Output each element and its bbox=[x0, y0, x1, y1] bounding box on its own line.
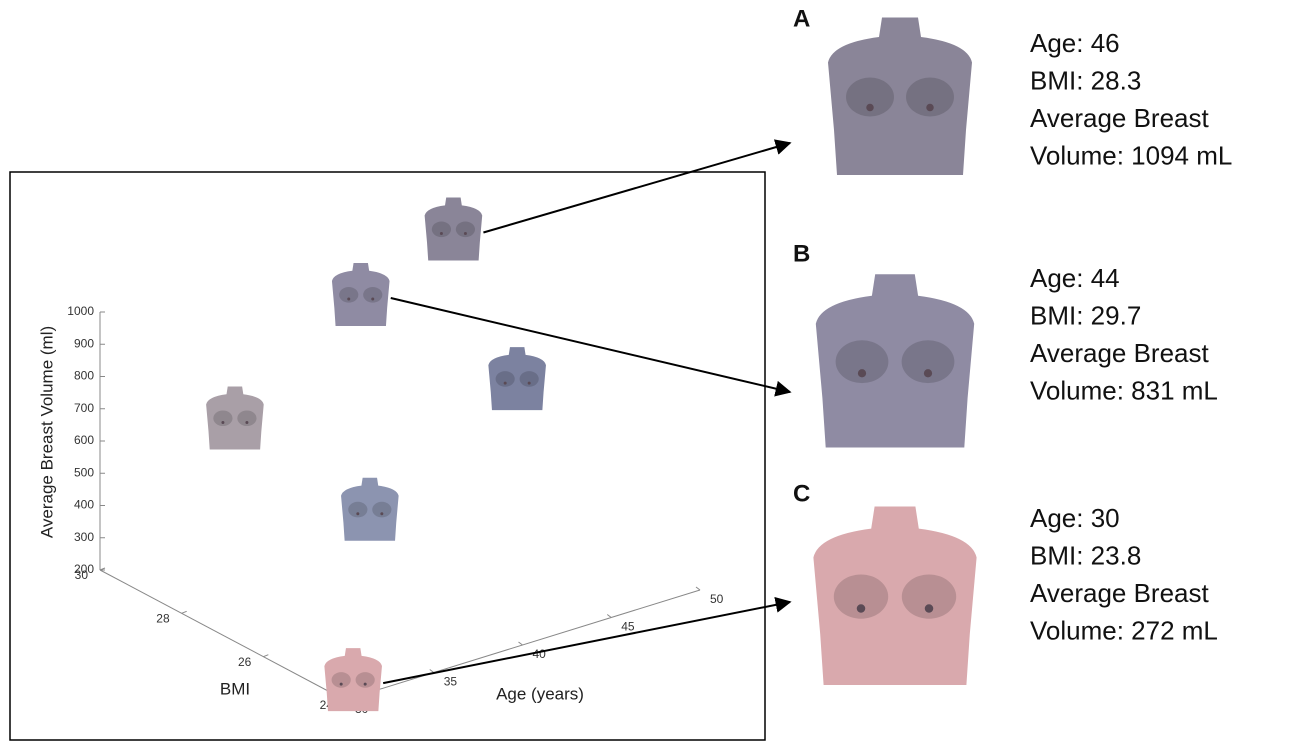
z-tick-label: 1000 bbox=[67, 304, 94, 318]
arrow bbox=[383, 602, 790, 683]
bmi-tick bbox=[263, 655, 268, 657]
z-tick-label: 300 bbox=[74, 530, 94, 544]
torso-point bbox=[206, 386, 264, 449]
panel-text: BMI: 29.7 bbox=[1030, 300, 1141, 330]
panel-text: Average Breast bbox=[1030, 103, 1210, 133]
torso-detail bbox=[858, 369, 866, 377]
torso-detail bbox=[356, 512, 359, 515]
torso-point bbox=[324, 648, 382, 711]
figure: 2003004005006007008009001000242628303035… bbox=[0, 0, 1292, 742]
z-tick-label: 900 bbox=[74, 336, 94, 350]
torso-point bbox=[425, 198, 483, 261]
panel-image bbox=[813, 507, 976, 686]
torso-detail bbox=[340, 683, 343, 686]
panel-text: Volume: 272 mL bbox=[1030, 615, 1218, 645]
z-tick-label: 800 bbox=[74, 369, 94, 383]
torso-point bbox=[332, 263, 390, 326]
panel-letter: B bbox=[793, 240, 810, 267]
torso-detail bbox=[926, 104, 934, 112]
z-tick-label: 700 bbox=[74, 401, 94, 415]
panel-text: BMI: 28.3 bbox=[1030, 65, 1141, 95]
torso-detail bbox=[380, 512, 383, 515]
z-tick-label: 500 bbox=[74, 465, 94, 479]
z-axis-label: Average Breast Volume (ml) bbox=[37, 326, 56, 538]
arrow bbox=[483, 143, 790, 233]
age-tick-label: 40 bbox=[533, 647, 547, 661]
panel-text: Average Breast bbox=[1030, 338, 1210, 368]
z-tick-label: 400 bbox=[74, 498, 94, 512]
bmi-tick-label: 30 bbox=[75, 568, 89, 582]
age-tick-label: 45 bbox=[621, 620, 635, 634]
torso-detail bbox=[857, 604, 866, 613]
torso-point bbox=[341, 478, 399, 541]
torso-detail bbox=[245, 421, 248, 424]
torso-detail bbox=[528, 382, 531, 385]
age-tick bbox=[696, 587, 700, 590]
panel-letter: A bbox=[793, 5, 810, 32]
panel-text: Volume: 831 mL bbox=[1030, 375, 1218, 405]
panel-text: Age: 46 bbox=[1030, 28, 1120, 58]
panel-image bbox=[816, 274, 974, 447]
bmi-tick bbox=[182, 611, 187, 613]
age-tick bbox=[607, 615, 611, 618]
panel-image bbox=[828, 17, 972, 175]
age-tick bbox=[519, 642, 523, 645]
torso-detail bbox=[924, 369, 932, 377]
age-tick-label: 50 bbox=[710, 592, 724, 606]
torso-detail bbox=[371, 298, 374, 301]
torso-point bbox=[488, 347, 546, 410]
torso-detail bbox=[866, 104, 874, 112]
panel-letter: C bbox=[793, 480, 810, 507]
panel-text: Volume: 1094 mL bbox=[1030, 140, 1232, 170]
bmi-tick-label: 26 bbox=[238, 655, 252, 669]
panel-text: BMI: 23.8 bbox=[1030, 540, 1141, 570]
torso-detail bbox=[440, 232, 443, 235]
panel-text: Average Breast bbox=[1030, 578, 1210, 608]
panel-text: Age: 30 bbox=[1030, 503, 1120, 533]
age-axis-label: Age (years) bbox=[496, 684, 584, 703]
panel-text: Age: 44 bbox=[1030, 263, 1120, 293]
torso-detail bbox=[464, 232, 467, 235]
age-tick bbox=[430, 670, 434, 673]
torso-detail bbox=[221, 421, 224, 424]
arrow bbox=[391, 298, 790, 392]
torso-detail bbox=[504, 382, 507, 385]
bmi-tick-label: 28 bbox=[156, 612, 170, 626]
age-tick-label: 35 bbox=[444, 675, 458, 689]
torso-detail bbox=[347, 298, 350, 301]
bmi-axis-label: BMI bbox=[220, 679, 250, 698]
torso-detail bbox=[925, 604, 934, 613]
torso-detail bbox=[364, 683, 367, 686]
plot-frame bbox=[10, 172, 765, 740]
z-tick-label: 600 bbox=[74, 433, 94, 447]
